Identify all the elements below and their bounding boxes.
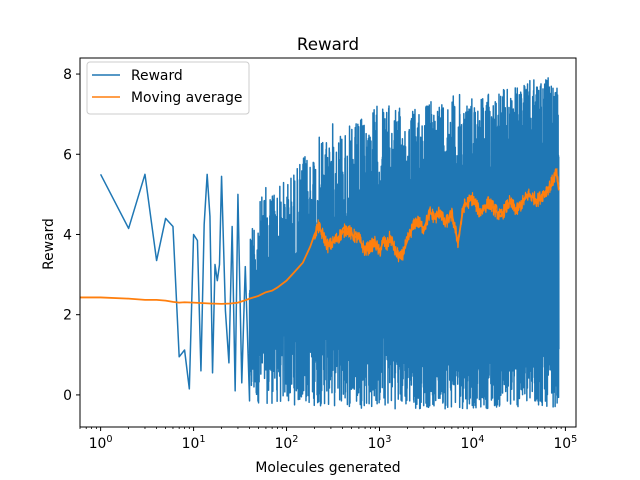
x-tick-label-exponent: 0	[106, 434, 112, 445]
series-line-moving-average-detail	[313, 168, 560, 263]
y-tick-label-8: 8	[63, 67, 72, 83]
x-axis-label: Molecules generated	[255, 460, 400, 476]
legend-label-moving-average: Moving average	[131, 90, 242, 106]
x-tick-label-exponent: 1	[199, 434, 205, 445]
x-tick-label-base: 10	[368, 436, 386, 452]
x-tick-label-1000: 103	[368, 434, 392, 452]
legend-frame	[86, 61, 250, 115]
x-tick-label-base: 10	[553, 436, 571, 452]
x-tick-label-exponent: 2	[292, 434, 298, 445]
legend-label-reward: Reward	[131, 68, 183, 84]
y-tick-label-0: 0	[63, 388, 72, 404]
x-tick-label-base: 10	[275, 436, 293, 452]
y-tick-label-6: 6	[63, 147, 72, 163]
x-tick-label-10: 101	[182, 434, 206, 452]
y-axis-label: Reward	[41, 218, 57, 270]
x-tick-label-exponent: 5	[571, 434, 577, 445]
x-tick-label-100: 102	[275, 434, 299, 452]
x-tick-label-base: 10	[182, 436, 200, 452]
x-tick-label-exponent: 4	[478, 434, 484, 445]
y-tick-label-4: 4	[63, 227, 72, 243]
chart-title: Reward	[297, 34, 359, 54]
y-tick-label-2: 2	[63, 308, 72, 324]
x-tick-label-100000: 105	[553, 434, 577, 452]
x-tick-label-base: 10	[89, 436, 107, 452]
x-tick-label-1: 100	[89, 434, 113, 452]
series-line-reward	[99, 77, 560, 410]
x-tick-label-base: 10	[461, 436, 479, 452]
legend: Reward Moving average	[86, 61, 250, 115]
x-tick-label-exponent: 3	[385, 434, 391, 445]
x-tick-label-10000: 104	[461, 434, 485, 452]
plot-frame	[79, 57, 577, 428]
